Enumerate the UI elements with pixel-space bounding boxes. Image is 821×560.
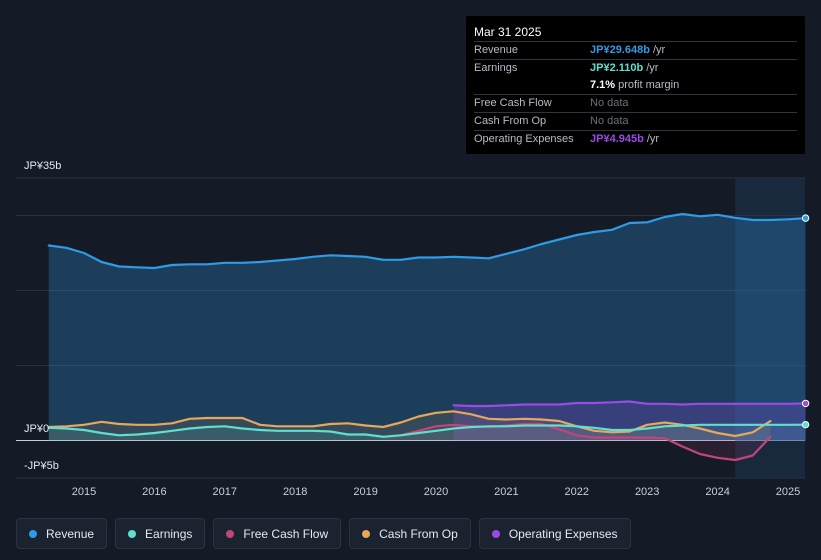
x-tick-label: 2019 — [353, 486, 378, 498]
earnings-endpoint — [801, 420, 810, 429]
free-cash-flow-dot-icon — [226, 529, 235, 538]
tooltip-value: JP¥29.648b — [590, 44, 650, 56]
tooltip-row-free-cash-flow: Free Cash Flow No data — [474, 94, 797, 112]
free-cash-flow-area — [383, 424, 771, 460]
tooltip-key: Earnings — [474, 62, 518, 74]
legend-label: Earnings — [145, 526, 193, 541]
tooltip-value: No data — [590, 115, 629, 127]
legend-item-operating-expenses[interactable]: Operating Expenses — [478, 518, 631, 549]
operating-expenses-endpoint — [801, 399, 810, 408]
operating-expenses-area — [453, 401, 806, 441]
operating-expenses-line — [452, 400, 807, 408]
legend-label: Revenue — [46, 526, 95, 541]
revenue-line — [47, 212, 807, 270]
tooltip-unit: profit margin — [618, 79, 680, 91]
y-tick-label-zero: JP¥0 — [24, 423, 50, 435]
tooltip-row-margin: 7.1% profit margin — [474, 77, 797, 94]
x-tick-label: 2017 — [212, 486, 238, 498]
x-tick-label: 2020 — [423, 486, 449, 498]
tooltip-value: JP¥4.945b — [590, 133, 644, 145]
legend-label: Cash From Op — [379, 526, 458, 541]
legend-item-free-cash-flow[interactable]: Free Cash Flow — [213, 518, 342, 549]
x-tick-label: 2025 — [775, 486, 801, 498]
tooltip-unit: /yr — [652, 44, 666, 56]
tooltip-value: 7.1% — [590, 79, 616, 91]
legend-item-revenue[interactable]: Revenue — [16, 518, 108, 549]
x-tick-label: 2021 — [494, 486, 519, 498]
legend: Revenue Earnings Free Cash Flow Cash Fro… — [16, 518, 631, 549]
tooltip: Mar 31 2025 Revenue JP¥29.648b /yr Earni… — [466, 16, 805, 154]
series-lines — [47, 212, 807, 462]
tooltip-key: Operating Expenses — [474, 133, 574, 145]
y-tick-label-bottom: -JP¥5b — [24, 460, 59, 472]
tooltip-key: Cash From Op — [474, 115, 547, 127]
x-tick-label: 2015 — [71, 486, 97, 498]
x-tick-label: 2018 — [282, 486, 308, 498]
legend-item-cash-from-op[interactable]: Cash From Op — [349, 518, 471, 549]
tooltip-value: JP¥2.110b — [590, 62, 644, 74]
tooltip-key: Free Cash Flow — [474, 97, 552, 109]
tooltip-unit: /yr — [646, 62, 659, 74]
x-tick-label: 2023 — [634, 486, 660, 498]
x-tick-label: 2016 — [142, 486, 167, 498]
legend-label: Operating Expenses — [508, 526, 618, 541]
cash-from-op-line — [47, 410, 772, 438]
revenue-endpoint — [801, 214, 810, 222]
revenue-dot-icon — [29, 529, 37, 538]
legend-label: Free Cash Flow — [243, 526, 329, 541]
tooltip-key — [474, 77, 590, 94]
legend-item-earnings[interactable]: Earnings — [115, 518, 206, 549]
earnings-dot-icon — [128, 529, 137, 538]
tooltip-key: Revenue — [474, 44, 519, 56]
tooltip-unit: /yr — [646, 133, 660, 145]
tooltip-row-earnings: Earnings JP¥2.110b /yr — [474, 59, 797, 77]
gridlines — [16, 177, 805, 479]
tooltip-row-operating-expenses: Operating Expenses JP¥4.945b /yr — [474, 130, 797, 148]
tooltip-date: Mar 31 2025 — [474, 25, 542, 39]
tooltip-value: No data — [590, 97, 629, 109]
x-tick-label: 2022 — [564, 486, 590, 498]
operating-expenses-dot-icon — [491, 529, 500, 538]
cash-from-op-dot-icon — [362, 529, 371, 538]
tooltip-row-revenue: Revenue JP¥29.648b /yr — [474, 41, 797, 59]
y-tick-label-top: JP¥35b — [24, 160, 62, 172]
tooltip-row-cash-from-op: Cash From Op No data — [474, 112, 797, 130]
series-endpoints — [801, 214, 810, 429]
revenue-area — [48, 214, 806, 441]
forecast-shade — [735, 178, 805, 478]
free-cash-flow-line — [382, 422, 772, 462]
x-tick-label: 2024 — [705, 486, 730, 498]
earnings-line — [47, 423, 807, 438]
